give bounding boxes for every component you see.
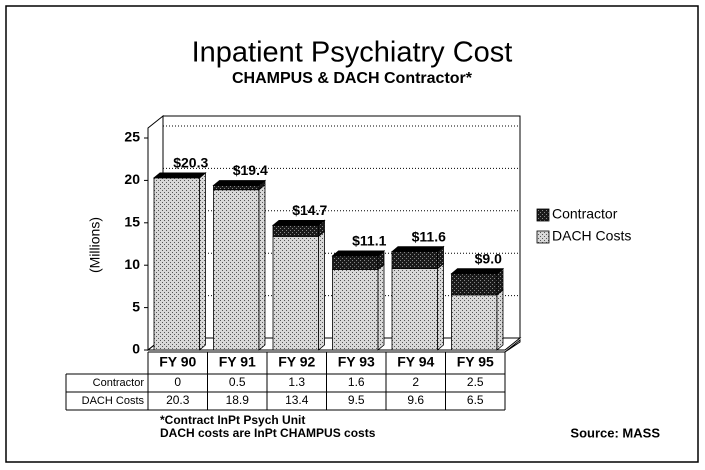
bar-segment: [391, 251, 438, 269]
legend-swatch: [536, 208, 550, 222]
x-tick-label: FY 95: [457, 354, 494, 370]
bar-top: [152, 172, 207, 179]
source: Source: MASS: [570, 425, 660, 440]
table-cell: 9.6: [407, 393, 424, 407]
bar-segment: [332, 269, 379, 351]
x-tick-label: FY 91: [219, 354, 256, 370]
bar-segment: [272, 224, 319, 237]
bar-segment: [213, 189, 260, 351]
table-cell: 6.5: [467, 393, 484, 407]
bar-side: [258, 183, 266, 351]
table-row-label: DACH Costs: [82, 395, 145, 407]
y-tick-label: 20: [124, 171, 140, 187]
bar-side: [437, 262, 444, 351]
bar-side: [496, 289, 504, 351]
bar-top: [331, 250, 386, 257]
bar-segment: [451, 294, 498, 351]
table-cell: 20.3: [166, 393, 190, 407]
bar-top: [390, 246, 445, 253]
legend-label: Contractor: [552, 206, 618, 222]
bar-top: [212, 180, 267, 186]
bar-segment: [391, 268, 438, 351]
y-tick-label: 25: [124, 129, 140, 145]
y-tick-label: 5: [132, 298, 140, 314]
chart-subtitle: CHAMPUS & DACH Contractor*: [232, 70, 473, 87]
y-tick-label: 0: [132, 341, 140, 357]
total-label: $11.6: [412, 228, 446, 244]
total-label: $14.7: [292, 202, 327, 218]
bar-top: [271, 219, 326, 226]
x-tick-label: FY 93: [338, 354, 375, 370]
frame: [5, 5, 699, 463]
table-row-label: Contractor: [93, 377, 145, 389]
table-depth: [504, 338, 521, 353]
y-axis-label: (Millions): [87, 217, 103, 273]
footnote: *Contract InPt Psych Unit: [160, 413, 305, 427]
bar-side: [318, 230, 325, 351]
bar-segment: [332, 255, 379, 270]
bar-segment: [272, 235, 319, 351]
total-label: $11.1: [352, 233, 386, 249]
legend-swatch: [536, 230, 550, 244]
table-cell: 9.5: [348, 393, 365, 407]
x-tick-label: FY 90: [159, 354, 196, 370]
table-cell: 0.5: [229, 375, 246, 389]
table-cell: 2.5: [467, 375, 484, 389]
total-label: $20.3: [173, 155, 208, 171]
bar-side: [199, 172, 206, 351]
table-cell: 18.9: [226, 393, 250, 407]
table-cell: 1.6: [348, 375, 365, 389]
bar-segment: [213, 185, 260, 191]
table-cell: 0: [174, 375, 181, 389]
total-label: $19.4: [233, 162, 268, 178]
x-tick-label: FY 94: [397, 354, 434, 370]
y-tick-label: 15: [124, 214, 140, 230]
chart-title: Inpatient Psychiatry Cost: [192, 37, 513, 69]
table-cell: 2: [412, 375, 419, 389]
footnote: DACH costs are InPt CHAMPUS costs: [160, 426, 376, 440]
bar-top: [450, 268, 505, 275]
bar-segment: [153, 177, 200, 351]
bar-side: [377, 263, 385, 351]
x-tick-label: FY 92: [278, 354, 315, 370]
total-label: $9.0: [475, 250, 502, 266]
y-tick-label: 10: [124, 256, 140, 272]
bar-segment: [451, 273, 498, 296]
legend-label: DACH Costs: [552, 228, 631, 244]
table-cell: 1.3: [288, 375, 305, 389]
table-cell: 13.4: [285, 393, 309, 407]
